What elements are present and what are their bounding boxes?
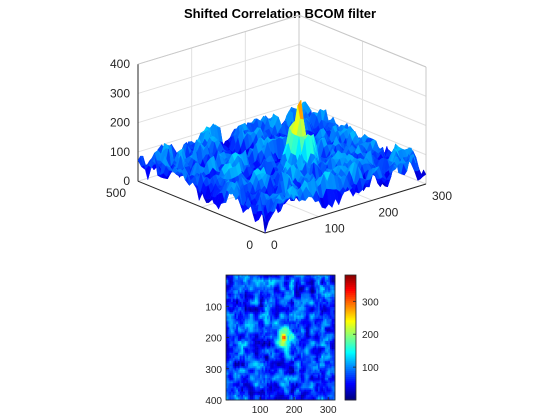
- surface-title: Shifted Correlation BCOM filter: [184, 6, 376, 21]
- z-tick-label: 400: [110, 57, 130, 71]
- x-axis-line: [264, 183, 427, 234]
- x-tick-label: 0: [271, 238, 278, 252]
- heatmap-plot: [225, 274, 336, 401]
- grid-line: [137, 73, 300, 124]
- x-tick-label: 300: [432, 189, 452, 203]
- z-tick-label: 200: [110, 116, 130, 130]
- y-tick-label: 0: [246, 238, 253, 252]
- y-axis-line: [137, 180, 266, 234]
- surface-plot: [137, 99, 427, 234]
- z-tick-label: 300: [110, 86, 130, 100]
- grid-line: [137, 43, 300, 94]
- box-edge: [298, 14, 427, 68]
- x-tick-label: 100: [325, 222, 345, 236]
- x-tick-label: 200: [378, 205, 398, 219]
- box-edge: [137, 14, 300, 65]
- z-tick-label: 100: [110, 145, 130, 159]
- y-tick-label: 500: [106, 186, 126, 200]
